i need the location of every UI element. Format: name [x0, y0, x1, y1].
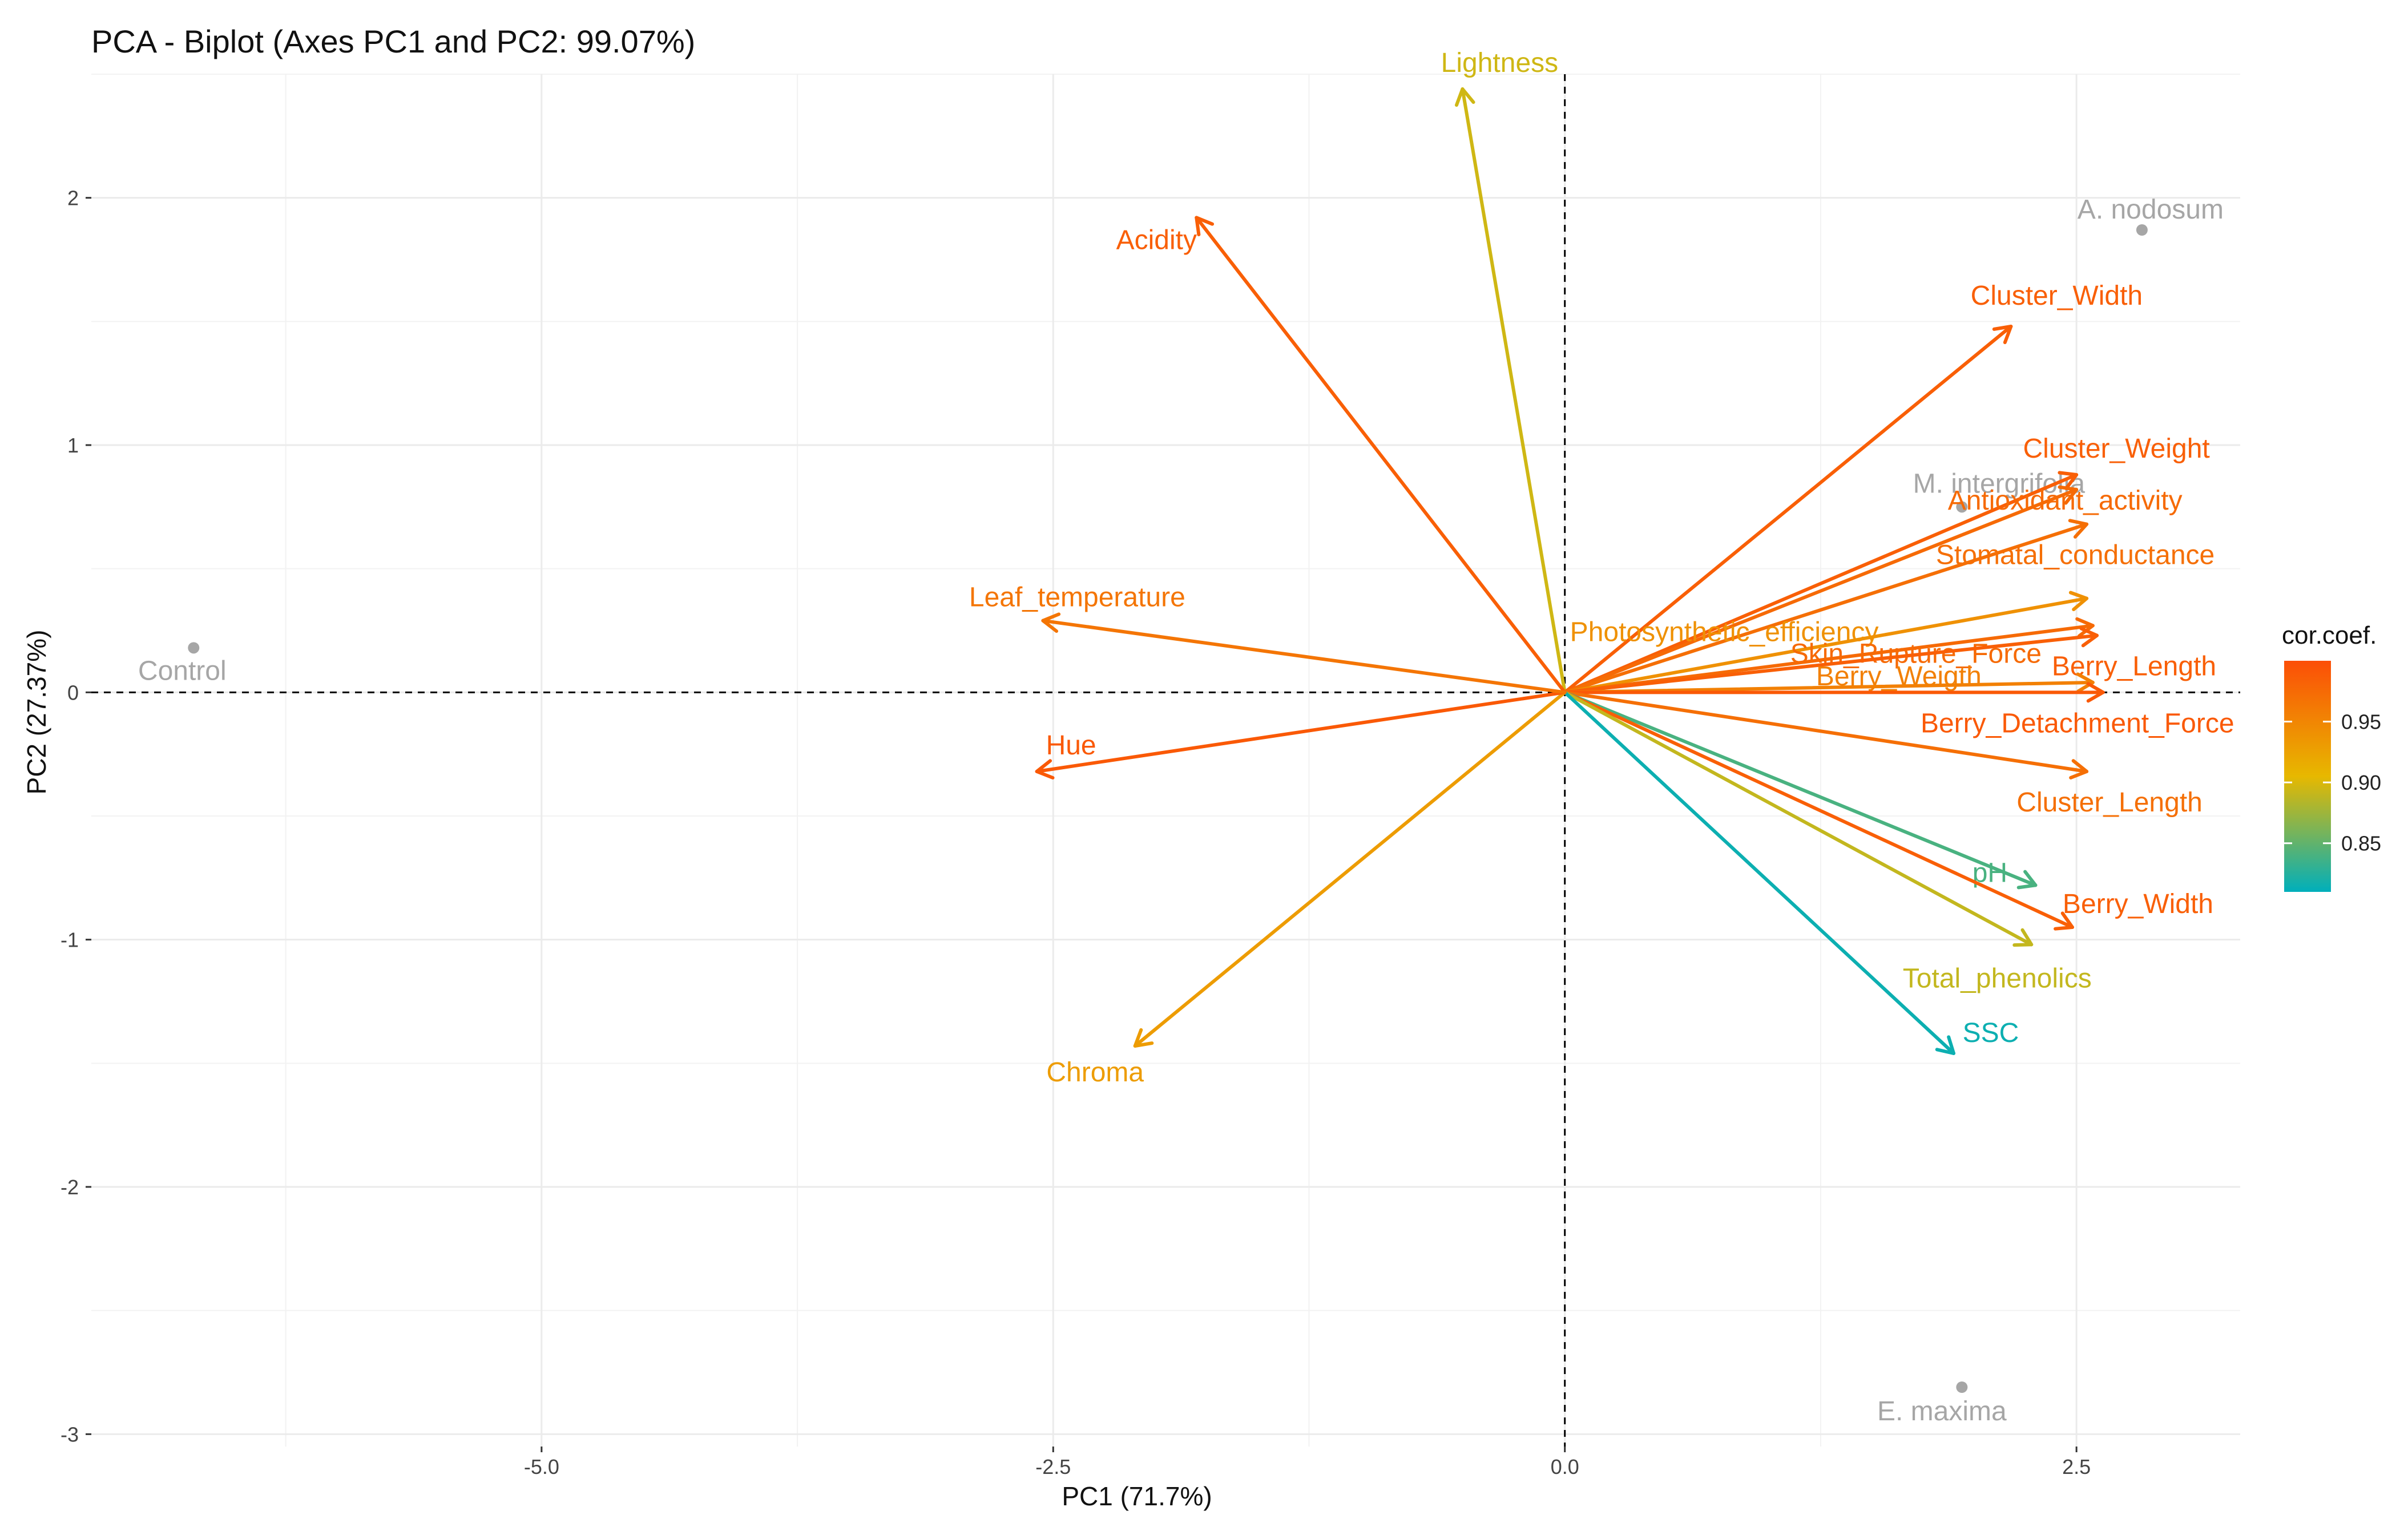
y-tick-label: -2: [60, 1175, 79, 1199]
variable-arrowhead: [2079, 627, 2099, 648]
y-axis-title: PC2 (27.37%): [22, 630, 51, 795]
reference-lines: [91, 74, 2240, 1447]
variable-label: Berry_Detachment_Force: [1921, 708, 2234, 738]
x-axis-ticks: -5.0 -2.5 0.0 2.5: [524, 1447, 2091, 1478]
variable-arrowhead: [2054, 911, 2074, 931]
variable-arrowhead: [2058, 485, 2079, 505]
variable-arrowhead: [1935, 1035, 1955, 1055]
variable-arrow: [1563, 690, 1955, 1055]
variable-arrow: [1563, 596, 2089, 694]
variable-arrowhead: [2058, 471, 2079, 490]
variable-arrow: [1195, 216, 1567, 694]
y-axis-ticks: -3 -2 -1 0 1 2: [60, 187, 91, 1446]
variable-label: Cluster_Width: [1971, 281, 2143, 311]
variable-arrow: [1041, 619, 1567, 694]
variable-arrowhead: [2016, 870, 2038, 890]
variable-label: Cluster_Weight: [2023, 434, 2210, 464]
variable-arrow: [1563, 690, 2038, 887]
legend-colorbar: [2284, 661, 2331, 892]
variable-arrow: [1563, 488, 2079, 694]
legend-tick-label: 0.85: [2341, 832, 2381, 855]
variable-arrows: Lightness Acidity Cluster_Width Cluster_Wei…: [969, 48, 2234, 1088]
individual-point: [188, 642, 200, 654]
grid-lines: [91, 74, 2240, 1447]
y-tick-label: 1: [67, 434, 79, 457]
variable-arrowhead: [1133, 1028, 1154, 1048]
variable-arrow: [1461, 87, 1567, 694]
color-legend: cor.coef. 0.85 0.90 0.95: [2282, 621, 2381, 892]
variable-arrow: [1133, 690, 1567, 1048]
legend-ticks: 0.85 0.90 0.95: [2284, 710, 2381, 855]
x-tick-label: -5.0: [524, 1455, 559, 1478]
variable-label: Antioxidant_activity: [1948, 486, 2183, 516]
variable-label: Photosynthetic_efficiency: [1570, 617, 1879, 648]
variable-arrowhead: [2086, 682, 2105, 703]
variable-label: Berry_Weigth: [1816, 661, 1982, 692]
y-tick-label: -3: [60, 1423, 79, 1446]
individual-label: A. nodosum: [2078, 195, 2224, 225]
variable-label: Berry_Width: [2063, 889, 2213, 919]
legend-tick-label: 0.90: [2341, 771, 2381, 794]
variable-label: Acidity: [1116, 225, 1197, 255]
x-tick-label: 2.5: [2062, 1455, 2091, 1478]
variable-label: Total_phenolics: [1903, 963, 2092, 993]
variable-arrowhead: [2012, 928, 2034, 947]
variable-arrowhead: [1454, 87, 1475, 107]
x-axis-title: PC1 (71.7%): [1062, 1481, 1212, 1511]
variable-arrow: [1563, 473, 2079, 694]
x-tick-label: -2.5: [1035, 1455, 1071, 1478]
individual-point: [1956, 1381, 1968, 1393]
variable-arrowhead: [1035, 759, 1055, 779]
variable-arrow: [1563, 522, 2089, 694]
individual-point: [1956, 501, 1968, 513]
y-tick-label: 2: [67, 187, 79, 210]
legend-title: cor.coef.: [2282, 621, 2377, 649]
variable-arrow: [1563, 633, 2099, 694]
variable-arrowhead: [1195, 216, 1215, 237]
chart-title: PCA - Biplot (Axes PC1 and PC2: 99.07%): [91, 23, 695, 59]
variable-label: Chroma: [1046, 1057, 1144, 1088]
variable-arrowhead: [2069, 759, 2089, 779]
individual-point: [2136, 224, 2148, 236]
variable-arrowhead: [2076, 672, 2095, 693]
variable-label: Lightness: [1441, 48, 1558, 78]
variable-arrow: [1563, 690, 2089, 773]
variable-label: Berry_Length: [2052, 652, 2216, 682]
variable-label: SSC: [1963, 1018, 2019, 1048]
variable-label: Leaf_temperature: [969, 583, 1185, 613]
variable-arrowhead: [1992, 325, 2013, 345]
variable-arrowhead: [2068, 519, 2089, 539]
variable-arrowhead: [2075, 617, 2095, 638]
variable-arrowhead: [2068, 591, 2089, 612]
variable-label: Hue: [1046, 730, 1096, 761]
variable-arrow: [1563, 690, 2034, 947]
y-tick-label: -1: [60, 928, 79, 952]
individual-label: E. maxima: [1877, 1396, 2007, 1427]
variable-arrow: [1035, 690, 1567, 773]
y-tick-label: 0: [67, 681, 79, 704]
variable-label: Stomatal_conductance: [1936, 540, 2215, 571]
variable-arrow: [1563, 325, 2013, 694]
variable-arrow: [1563, 690, 2074, 929]
individual-label: Control: [138, 656, 227, 686]
variable-arrowhead: [1041, 612, 1061, 633]
variable-label: Cluster_Length: [2016, 787, 2203, 818]
x-tick-label: 0.0: [1551, 1455, 1579, 1478]
legend-tick-label: 0.95: [2341, 710, 2381, 734]
